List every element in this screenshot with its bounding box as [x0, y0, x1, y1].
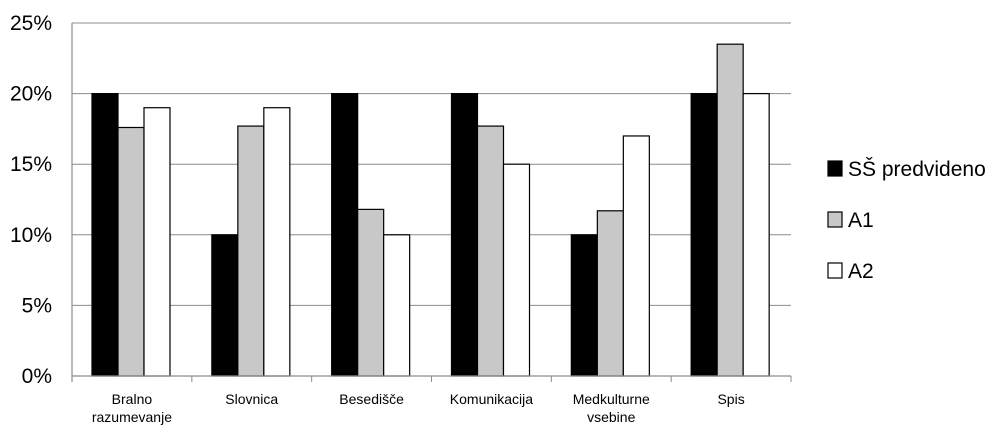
bar-s-predvideno-3 — [450, 92, 479, 377]
bar-s-predvideno-5 — [690, 92, 718, 377]
bar-a2-5 — [742, 92, 770, 377]
y-tick-label: 10% — [10, 224, 52, 247]
legend-swatch — [827, 211, 843, 228]
y-tick-label: 25% — [10, 12, 52, 35]
bars — [91, 43, 770, 377]
legend: SŠ predvideno A1 A2 — [827, 158, 986, 283]
bar-a1-3 — [476, 125, 505, 377]
y-tick-label: 0% — [22, 365, 52, 388]
legend-label: A2 — [848, 260, 874, 283]
y-axis: 0% 5% 10% 15% 20% 25% — [10, 12, 73, 388]
x-tick-label: vsebine — [587, 409, 635, 425]
bar-a1-5 — [716, 43, 744, 377]
x-tick-label: Spis — [717, 391, 744, 407]
bar-a1-4 — [596, 210, 624, 377]
x-tick-label: Slovnica — [225, 391, 278, 407]
x-tick-label: Besedišče — [339, 391, 404, 407]
bar-a1-2 — [357, 208, 385, 377]
x-tick-label: Bralno — [112, 391, 153, 407]
legend-label: SŠ predvideno — [848, 158, 986, 181]
legend-swatch — [827, 262, 843, 279]
y-tick-label: 15% — [10, 153, 52, 176]
bar-a1-0 — [117, 126, 145, 377]
x-tick-label: Medkulturne — [573, 391, 650, 407]
legend-swatch — [827, 160, 843, 177]
x-tick-label: Komunikacija — [450, 391, 533, 407]
bar-a1-1 — [237, 125, 265, 377]
y-tick-label: 20% — [10, 83, 52, 106]
x-tick-label: razumevanje — [92, 409, 172, 425]
bar-s-predvideno-2 — [331, 92, 359, 377]
bar-s-predvideno-4 — [570, 234, 598, 377]
grid-lines — [72, 22, 791, 377]
bar-a2-2 — [383, 234, 411, 377]
bar-s-predvideno-1 — [211, 234, 239, 377]
bar-a2-1 — [263, 107, 291, 377]
bar-a2-4 — [622, 135, 650, 377]
legend-label: A1 — [848, 209, 874, 232]
y-tick-label: 5% — [22, 294, 52, 317]
bar-s-predvideno-0 — [91, 92, 119, 377]
x-axis: Bralno razumevanje Slovnica Besedišče Komuni… — [71, 375, 792, 425]
bar-a2-0 — [143, 107, 171, 377]
bar-a2-3 — [502, 163, 531, 377]
